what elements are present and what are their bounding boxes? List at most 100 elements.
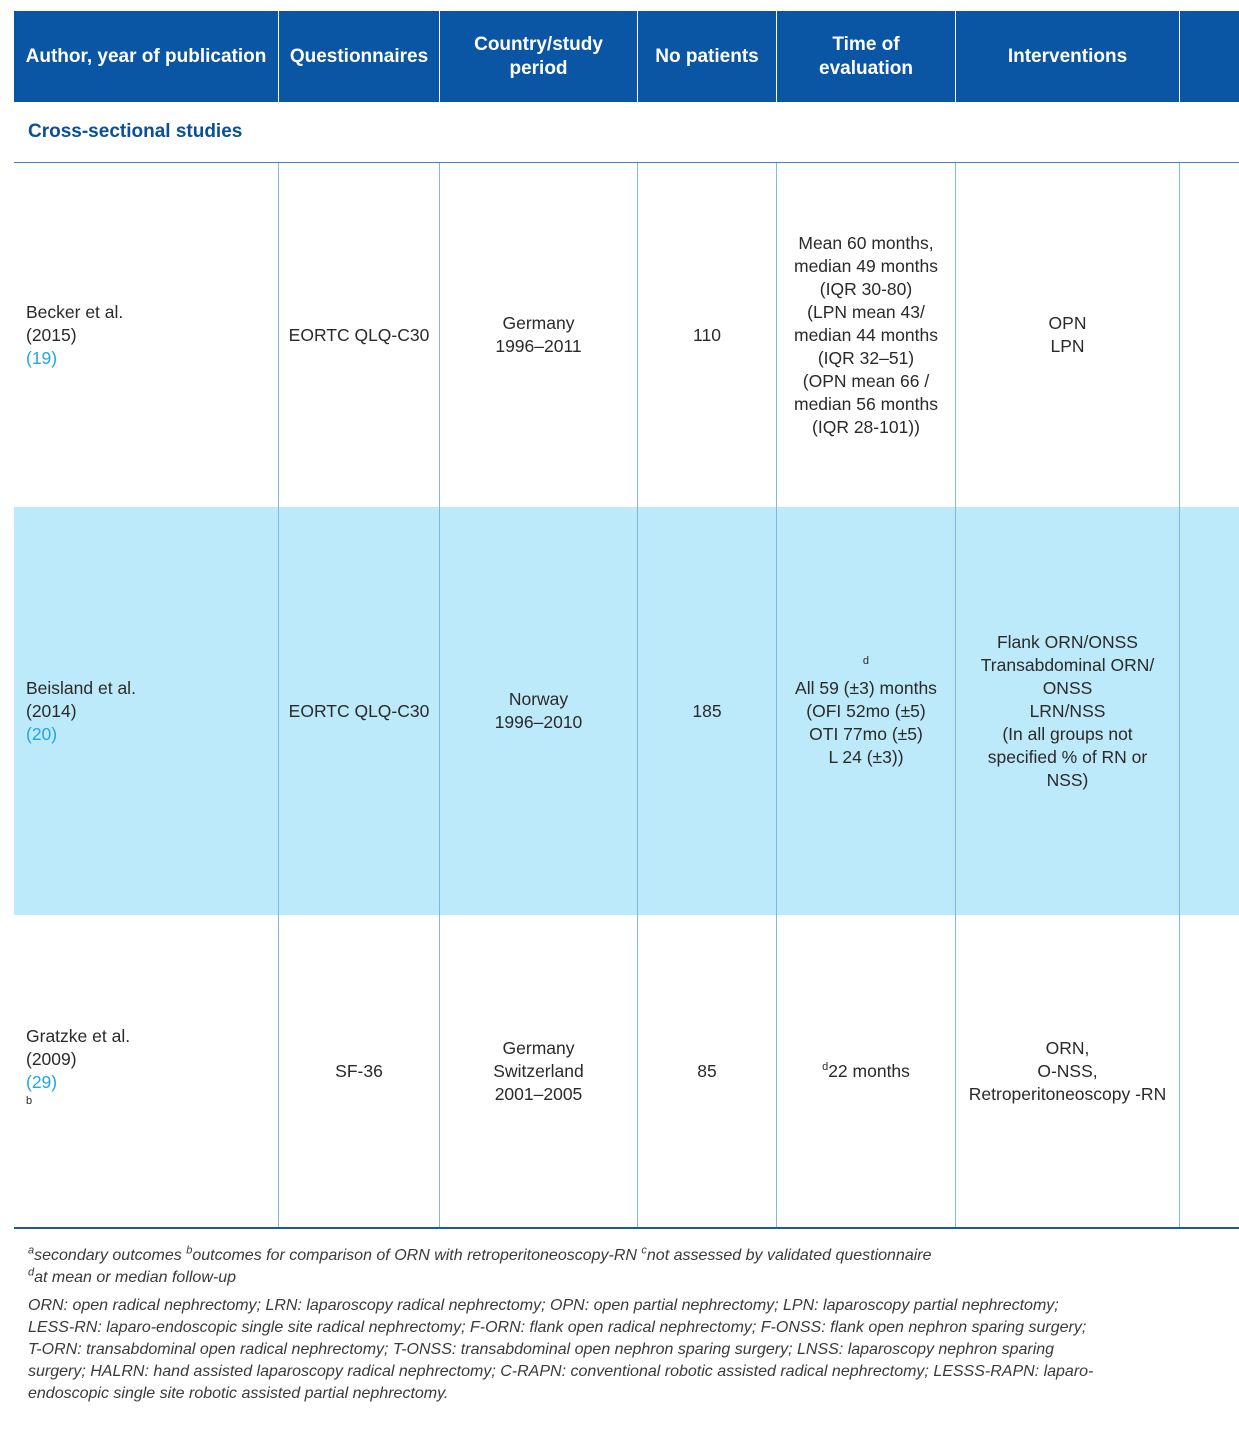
intervention-line: ORN, bbox=[1045, 1037, 1090, 1058]
period-line: 2001–2005 bbox=[494, 1083, 583, 1104]
table-row: Beisland et al. (2014) (20) EORTC QLQ-C30… bbox=[14, 507, 1239, 915]
author-name: Becker et al. bbox=[26, 301, 124, 322]
time-superscript: d bbox=[862, 654, 870, 667]
abbreviation-line: ORN: open radical nephrectomy; LRN: lapa… bbox=[28, 1297, 1059, 1314]
footnotes: asecondary outcomes boutcomes for compar… bbox=[28, 1245, 1218, 1405]
time-line: d All 59 (±3) months bbox=[795, 654, 937, 700]
intervention-line: NSS) bbox=[1046, 769, 1089, 790]
time-cell: d22 months bbox=[777, 915, 956, 1227]
time-text: 22 months bbox=[828, 1060, 910, 1081]
time-text: All 59 (±3) months bbox=[795, 677, 937, 698]
time-superscript: d bbox=[822, 1060, 829, 1073]
time-line: (IQR 28-101)) bbox=[812, 416, 920, 437]
questionnaire-cell: EORTC QLQ-C30 bbox=[279, 507, 440, 915]
intervention-line: Retroperitoneoscopy -RN bbox=[968, 1083, 1167, 1104]
author-superscript: b bbox=[26, 1095, 33, 1108]
intervention-line: specified % of RN or bbox=[987, 746, 1148, 767]
time-line: (IQR 32–51) bbox=[817, 347, 915, 368]
time-line: d22 months bbox=[822, 1060, 910, 1083]
author-name: Beisland et al. bbox=[26, 677, 136, 698]
footnote-b-text: outcomes for comparison of ORN with retr… bbox=[192, 1247, 642, 1264]
reference-link[interactable]: (29) bbox=[26, 1072, 58, 1092]
header-author: Author, year of publication bbox=[14, 11, 279, 102]
abbreviation-line: LESS-RN: laparo-endoscopic single site r… bbox=[28, 1319, 1087, 1336]
questionnaire-cell: SF-36 bbox=[279, 915, 440, 1227]
author-year: (2009) bbox=[26, 1049, 77, 1069]
time-line: median 44 months bbox=[794, 324, 938, 345]
reference-link[interactable]: (20) bbox=[26, 723, 58, 744]
author-cell: Beisland et al. (2014) (20) bbox=[14, 507, 279, 915]
time-line: OTI 77mo (±5) bbox=[809, 723, 923, 744]
footnote-line-d: dat mean or median follow-up bbox=[28, 1267, 1218, 1289]
patients-cell: 85 bbox=[638, 915, 777, 1227]
time-cell: d All 59 (±3) months (OFI 52mo (±5) OTI 7… bbox=[777, 507, 956, 915]
footnote-d-text: at mean or median follow-up bbox=[34, 1269, 237, 1286]
reference-link[interactable]: (19) bbox=[26, 347, 58, 368]
footnote-c-text: not assessed by validated questionnaire bbox=[646, 1247, 932, 1264]
time-cell: Mean 60 months, median 49 months (IQR 30… bbox=[777, 163, 956, 507]
intervention-line: O-NSS, bbox=[1037, 1060, 1098, 1081]
period-line: 1996–2010 bbox=[494, 712, 583, 732]
country-cell: Germany 1996–2011 bbox=[440, 163, 638, 507]
header-last bbox=[1180, 11, 1239, 102]
time-line: (OPN mean 66 / bbox=[802, 370, 930, 391]
country-cell: Norway 1996–2010 bbox=[440, 507, 638, 915]
header-interventions: Interventions bbox=[956, 11, 1180, 102]
country-line: Switzerland bbox=[493, 1060, 584, 1081]
table-row: Gratzke et al. (2009) (29) b SF-36 Germany… bbox=[14, 915, 1239, 1227]
intervention-line: LRN/NSS bbox=[1029, 700, 1106, 721]
author-year-line: (2009) (29) b bbox=[26, 1048, 130, 1117]
footnote-c-marker: c bbox=[641, 1244, 647, 1257]
abbreviation-line: surgery; HALRN: hand assisted laparoscop… bbox=[28, 1363, 1094, 1380]
header-no-patients: No patients bbox=[638, 11, 777, 102]
intervention-line: Flank ORN/ONSS bbox=[996, 631, 1138, 652]
intervention-line: OPN bbox=[1048, 313, 1087, 333]
last-cell bbox=[1180, 507, 1239, 915]
last-cell bbox=[1180, 915, 1239, 1227]
author-cell: Gratzke et al. (2009) (29) b bbox=[14, 915, 279, 1227]
header-time: Time of evaluation bbox=[777, 11, 956, 102]
author-cell: Becker et al. (2015) (19) bbox=[14, 163, 279, 507]
patients-cell: 110 bbox=[638, 163, 777, 507]
interventions-cell: Flank ORN/ONSS Transabdominal ORN/ ONSS … bbox=[956, 507, 1180, 915]
country-cell: Germany Switzerland 2001–2005 bbox=[440, 915, 638, 1227]
intervention-line: LPN bbox=[1050, 336, 1085, 356]
header-country: Country/study period bbox=[440, 11, 638, 102]
interventions-cell: OPN LPN bbox=[956, 163, 1180, 507]
intervention-line: (In all groups not bbox=[1002, 723, 1133, 744]
time-line: (OFI 52mo (±5) bbox=[806, 700, 926, 721]
header-questionnaires: Questionnaires bbox=[279, 11, 440, 102]
header-time-line1: Time of bbox=[832, 33, 900, 55]
header-country-line1: Country/study bbox=[474, 33, 603, 55]
period-line: 1996–2011 bbox=[495, 336, 582, 356]
time-line: Mean 60 months, bbox=[798, 232, 934, 253]
intervention-line: ONSS bbox=[1042, 677, 1093, 698]
country-line: Norway bbox=[508, 689, 569, 709]
time-line: (LPN mean 43/ bbox=[807, 301, 925, 322]
table-bottom-rule bbox=[14, 1227, 1239, 1229]
country-line: Germany bbox=[502, 1037, 575, 1058]
footnote-a-text: secondary outcomes bbox=[34, 1247, 187, 1264]
time-line: L 24 (±3)) bbox=[828, 746, 904, 767]
abbreviation-line: T-ORN: transabdominal open radical nephr… bbox=[28, 1341, 1055, 1358]
section-title: Cross-sectional studies bbox=[14, 102, 1239, 163]
author-year-line: (2014) (20) bbox=[26, 700, 136, 746]
time-line: (IQR 30-80) bbox=[819, 278, 913, 299]
author-year-line: (2015) (19) bbox=[26, 324, 123, 370]
studies-table: Author, year of publication Questionnair… bbox=[14, 11, 1239, 1229]
time-line: median 49 months bbox=[794, 255, 938, 276]
interventions-cell: ORN, O-NSS, Retroperitoneoscopy -RN bbox=[956, 915, 1180, 1227]
time-line: median 56 months bbox=[794, 393, 938, 414]
intervention-line: Transabdominal ORN/ bbox=[980, 654, 1155, 675]
author-year: (2015) bbox=[26, 324, 77, 345]
footnote-a-marker: a bbox=[28, 1244, 35, 1257]
last-cell bbox=[1180, 163, 1239, 507]
footnote-d-marker: d bbox=[28, 1266, 35, 1279]
author-name: Gratzke et al. bbox=[26, 1026, 131, 1046]
table-row: Becker et al. (2015) (19) EORTC QLQ-C30 G… bbox=[14, 163, 1239, 507]
table-header-row: Author, year of publication Questionnair… bbox=[14, 11, 1239, 102]
header-time-line2: evaluation bbox=[819, 57, 913, 79]
header-country-line2: period bbox=[509, 57, 568, 79]
author-year: (2014) bbox=[26, 700, 77, 721]
patients-cell: 185 bbox=[638, 507, 777, 915]
